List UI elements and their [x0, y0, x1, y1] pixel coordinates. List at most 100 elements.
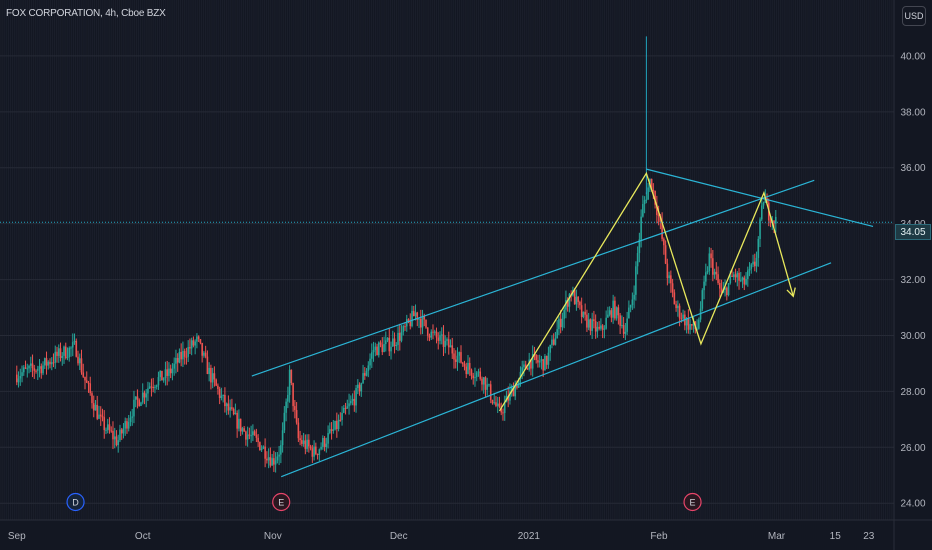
candle: [395, 342, 398, 351]
candle-body: [26, 368, 29, 370]
candle: [460, 345, 462, 364]
candle-body: [740, 280, 742, 282]
candle: [439, 331, 441, 345]
candle: [563, 305, 565, 329]
candle: [670, 270, 672, 293]
candle-body: [738, 272, 740, 281]
candle-body: [288, 369, 291, 395]
candle-body: [451, 345, 454, 354]
candle: [404, 322, 406, 331]
candle: [484, 376, 487, 397]
candle-body: [194, 341, 196, 346]
candle: [169, 364, 172, 379]
candle-body: [643, 200, 646, 205]
candle: [122, 423, 125, 439]
candle: [61, 352, 64, 366]
x-axis-tick-label: 15: [830, 531, 842, 542]
candle: [201, 342, 203, 363]
candle: [753, 253, 756, 272]
symbol-title[interactable]: FOX CORPORATION, 4h, Cboe BZX: [6, 8, 166, 19]
candle: [432, 324, 434, 340]
candle-body: [190, 340, 193, 349]
candle-body: [600, 325, 602, 329]
candle-body: [465, 366, 468, 374]
candle-body: [412, 310, 415, 317]
candle: [336, 412, 338, 438]
candle: [171, 363, 174, 381]
candle: [301, 435, 303, 447]
candle-body: [115, 436, 118, 446]
candle: [341, 406, 343, 426]
candle: [377, 341, 380, 358]
candle: [425, 319, 427, 329]
candle: [45, 351, 48, 375]
candle-body: [545, 355, 548, 365]
candle-body: [316, 453, 319, 455]
candle: [762, 201, 765, 209]
event-marker[interactable]: E: [272, 492, 291, 512]
candle: [287, 386, 289, 409]
candle: [215, 378, 217, 387]
candle: [206, 350, 209, 375]
candle-body: [231, 407, 233, 409]
candle: [243, 426, 245, 432]
candle: [643, 196, 646, 214]
candle: [161, 370, 163, 381]
candle: [428, 333, 431, 342]
candle: [596, 321, 599, 338]
candle: [691, 323, 693, 330]
currency-button[interactable]: USD: [902, 6, 926, 26]
event-marker[interactable]: E: [683, 492, 702, 512]
candle: [458, 351, 461, 364]
candle: [281, 422, 284, 453]
candle: [760, 197, 763, 222]
candle: [166, 360, 168, 386]
candle-body: [234, 412, 237, 415]
candle-body: [589, 319, 592, 331]
candles: [15, 178, 777, 473]
candle-body: [708, 253, 711, 272]
candle-body: [745, 278, 747, 285]
candle: [433, 329, 436, 336]
candle: [323, 436, 326, 452]
candle: [35, 369, 37, 374]
candle: [551, 335, 553, 349]
candle-body: [705, 272, 707, 282]
candle-body: [682, 314, 684, 319]
candle-body: [110, 430, 113, 432]
candle-body: [82, 372, 85, 377]
candle-body: [677, 305, 679, 309]
candle: [17, 371, 20, 388]
candle: [405, 314, 408, 332]
candle-body: [273, 458, 275, 465]
candle-body: [143, 392, 146, 398]
candle-body: [449, 345, 452, 348]
candle: [33, 364, 36, 379]
event-marker[interactable]: D: [66, 492, 85, 512]
candle-body: [626, 318, 628, 332]
candle-body: [568, 294, 571, 307]
candle: [327, 425, 329, 449]
candle-body: [218, 388, 221, 399]
candle-body: [769, 220, 772, 223]
candle: [42, 361, 44, 376]
candle-body: [687, 318, 690, 330]
candle-body: [61, 355, 64, 359]
candle-body: [468, 363, 471, 370]
candle: [726, 286, 728, 301]
candle: [175, 349, 177, 374]
candle: [759, 217, 761, 248]
candle-body: [398, 332, 401, 341]
candle: [556, 320, 558, 339]
candle: [705, 263, 707, 286]
candle: [591, 312, 593, 339]
candle: [488, 383, 490, 387]
candle-body: [727, 283, 730, 296]
candle-body: [493, 402, 496, 404]
candle: [493, 392, 496, 405]
candle-body: [391, 338, 394, 347]
candle-body: [680, 318, 683, 320]
candle: [94, 400, 97, 411]
